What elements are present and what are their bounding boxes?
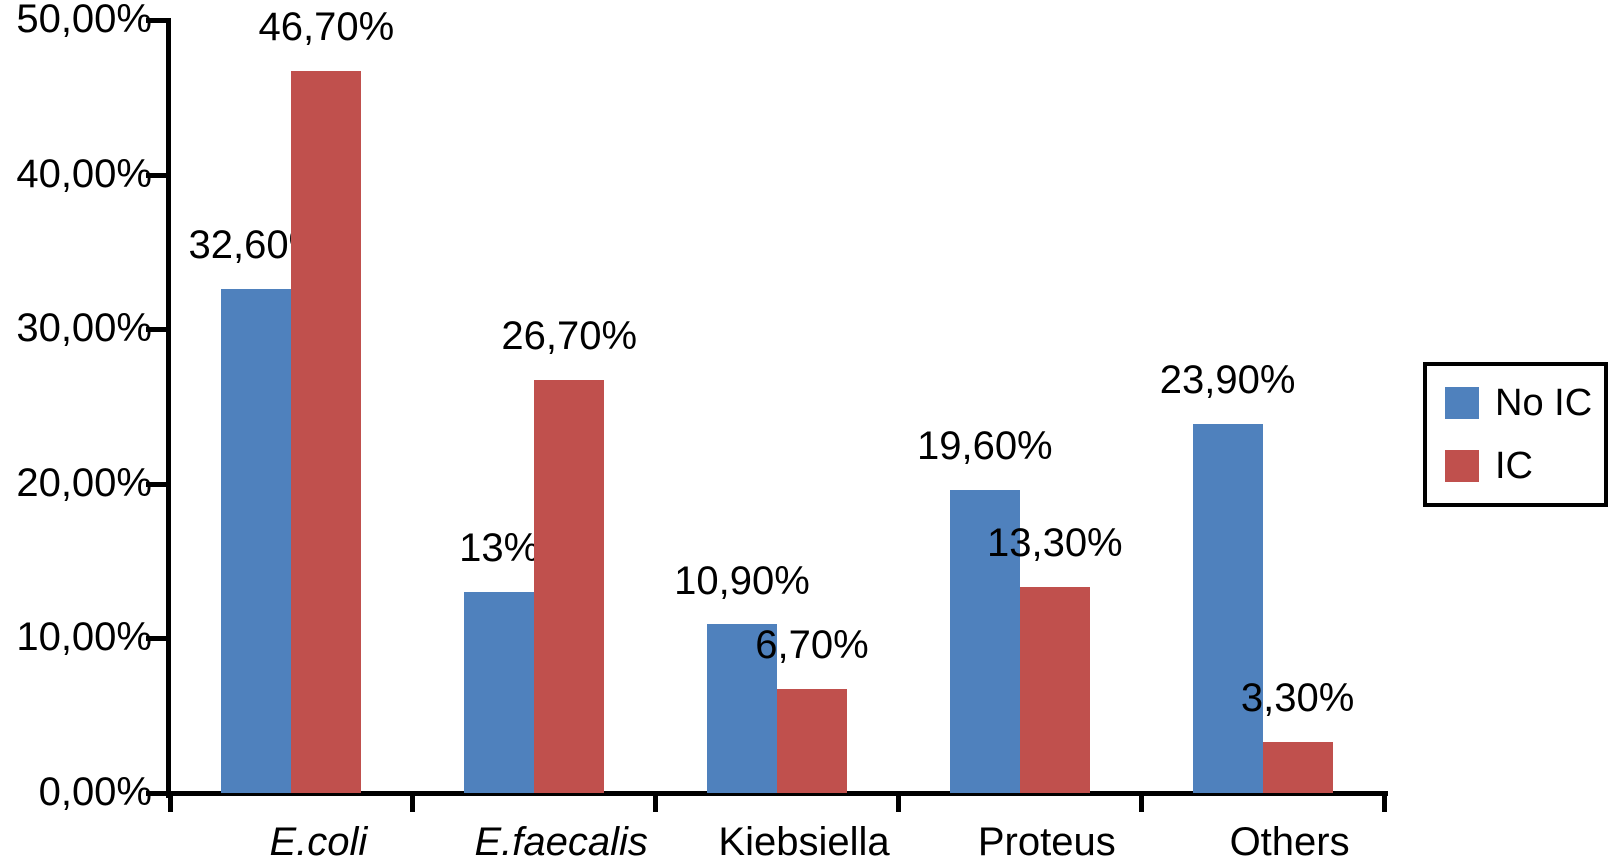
- x-tick-1: [410, 793, 416, 812]
- x-tick-3: [895, 793, 901, 812]
- value-label-ic-e-faecalis: 26,70%: [501, 314, 638, 359]
- y-tick-50-00: [146, 18, 171, 23]
- y-tick-10-00: [146, 636, 171, 642]
- bar-ic-kiebsiella: [777, 689, 847, 793]
- legend-label-no-ic: No IC: [1495, 382, 1593, 425]
- y-tick-label-40-00: 40,00%: [16, 151, 152, 196]
- x-tick-4: [1138, 793, 1144, 812]
- bar-ic-others: [1262, 741, 1333, 793]
- y-tick-0-00: [146, 791, 171, 796]
- y-tick-label-10-00: 10,00%: [16, 615, 152, 660]
- value-label-ic-proteus: 13,30%: [986, 521, 1123, 566]
- value-label-ic-e-coli: 46,70%: [258, 5, 395, 50]
- y-tick-label-30-00: 30,00%: [16, 306, 152, 351]
- value-label-no-ic-kiebsiella: 10,90%: [674, 558, 810, 603]
- y-tick-label-20-00: 20,00%: [16, 460, 152, 505]
- y-tick-label-0-00: 0,00%: [38, 770, 152, 814]
- x-tick-5: [1381, 793, 1387, 812]
- bar-no-ic-others: [1192, 423, 1263, 793]
- x-tick-0: [167, 793, 173, 812]
- x-axis-line: [166, 791, 1388, 796]
- y-axis-line: [166, 18, 171, 798]
- bar-no-ic-e-faecalis: [464, 592, 535, 793]
- legend: No IC IC: [1423, 362, 1608, 507]
- value-label-no-ic-proteus: 19,60%: [916, 423, 1053, 468]
- category-label-e-faecalis: E.faecalis: [474, 820, 648, 863]
- legend-label-ic: IC: [1495, 444, 1533, 487]
- bar-no-ic-e-coli: [221, 289, 292, 793]
- category-label-others: Others: [1229, 820, 1350, 863]
- legend-swatch-ic: [1445, 449, 1479, 482]
- value-label-ic-others: 3,30%: [1240, 675, 1355, 720]
- value-label-no-ic-e-faecalis: 13%: [459, 526, 540, 571]
- legend-swatch-no-ic: [1445, 387, 1479, 420]
- y-tick-20-00: [146, 481, 171, 487]
- legend-entry-ic: IC: [1445, 447, 1604, 485]
- y-tick-30-00: [146, 327, 171, 333]
- bar-ic-e-faecalis: [534, 380, 605, 793]
- bar-no-ic-kiebsiella: [707, 624, 777, 793]
- legend-entry-no-ic: No IC: [1445, 384, 1604, 422]
- bar-ic-proteus: [1019, 587, 1090, 793]
- bar-ic-e-coli: [291, 71, 362, 793]
- category-label-kiebsiella: Kiebsiella: [718, 820, 890, 863]
- category-label-e-coli: E.coli: [269, 820, 368, 863]
- bar-no-ic-proteus: [949, 489, 1020, 793]
- value-label-no-ic-others: 23,90%: [1159, 357, 1296, 402]
- y-tick-label-50-00: 50,00%: [16, 0, 152, 41]
- x-tick-2: [653, 793, 659, 812]
- value-label-ic-kiebsiella: 6,70%: [755, 623, 869, 668]
- category-label-proteus: Proteus: [977, 820, 1116, 863]
- y-tick-40-00: [146, 172, 171, 178]
